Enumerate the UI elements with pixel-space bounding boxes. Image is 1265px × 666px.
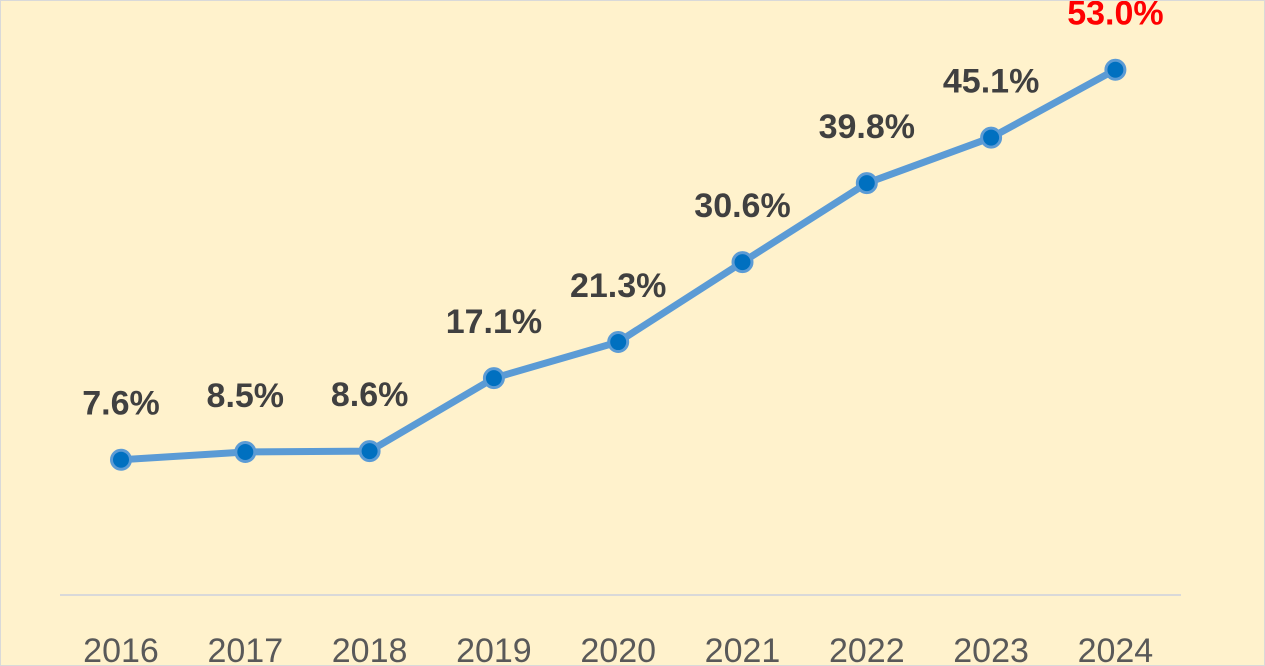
- data-label-2023: 45.1%: [943, 63, 1039, 101]
- data-point-2023: [980, 126, 1003, 149]
- x-tick-2017: 2017: [207, 632, 283, 665]
- data-label-2022: 39.8%: [819, 108, 915, 146]
- x-tick-2022: 2022: [829, 632, 905, 665]
- data-point-2024: [1104, 58, 1127, 81]
- data-label-2019: 17.1%: [446, 303, 542, 341]
- data-point-2018: [358, 440, 381, 463]
- x-tick-2023: 2023: [953, 632, 1029, 665]
- x-tick-2020: 2020: [580, 632, 656, 665]
- data-point-2022: [855, 172, 878, 195]
- data-label-2017: 8.5%: [207, 377, 285, 415]
- x-tick-2021: 2021: [705, 632, 781, 665]
- data-label-2021: 30.6%: [694, 187, 790, 225]
- data-point-2020: [607, 331, 630, 354]
- x-tick-2016: 2016: [83, 632, 159, 665]
- data-point-2021: [731, 251, 754, 274]
- data-point-2017: [234, 440, 257, 463]
- x-tick-labels-group: 2016 2017 2018 2019 2020 2021 2022 2023 2024: [83, 632, 1153, 665]
- data-point-2016: [110, 448, 132, 471]
- data-point-2019: [482, 367, 505, 390]
- x-tick-2018: 2018: [332, 632, 408, 665]
- data-labels-group: 7.6% 8.5% 8.6% 17.1% 21.3% 30.6% 39.8% 45.1% 53.…: [82, 1, 1163, 423]
- data-label-2018: 8.6%: [331, 376, 409, 414]
- data-label-2016: 7.6%: [82, 385, 160, 423]
- data-label-2020: 21.3%: [570, 267, 666, 305]
- x-tick-2019: 2019: [456, 632, 532, 665]
- x-tick-2024: 2024: [1078, 632, 1154, 665]
- data-label-2024: 53.0%: [1067, 1, 1163, 33]
- markers-group: [110, 58, 1127, 471]
